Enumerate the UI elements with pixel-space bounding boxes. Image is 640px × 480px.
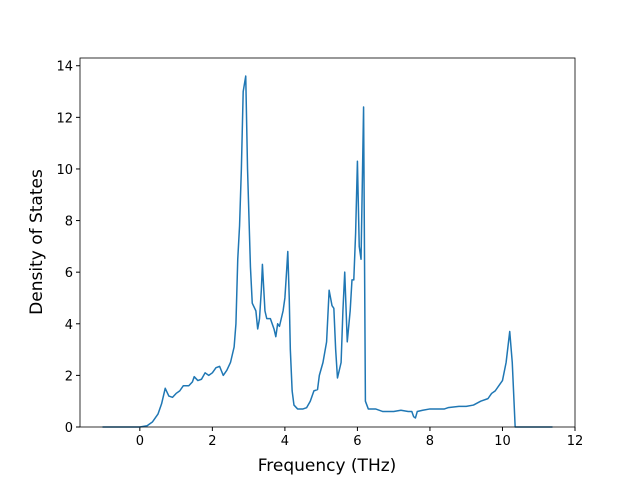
y-tick-label: 14 bbox=[56, 60, 73, 75]
y-tick-label: 8 bbox=[65, 215, 73, 230]
x-tick-label: 4 bbox=[281, 434, 289, 449]
x-tick-label: 6 bbox=[353, 434, 361, 449]
x-tick-label: 10 bbox=[494, 434, 511, 449]
y-tick-label: 6 bbox=[65, 266, 73, 281]
y-axis-label: Density of States bbox=[27, 169, 47, 315]
y-tick-label: 4 bbox=[65, 318, 73, 333]
y-tick-label: 2 bbox=[65, 369, 73, 384]
x-tick-label: 0 bbox=[136, 434, 144, 449]
x-tick-label: 8 bbox=[426, 434, 434, 449]
x-tick-label: 12 bbox=[567, 434, 584, 449]
plot-frame bbox=[79, 57, 576, 428]
x-tick-label: 2 bbox=[208, 434, 216, 449]
x-axis-label: Frequency (THz) bbox=[258, 456, 397, 476]
y-tick-label: 12 bbox=[56, 111, 73, 126]
line bbox=[102, 75, 553, 428]
y-tick-label: 0 bbox=[65, 421, 73, 436]
y-tick-label: 10 bbox=[56, 163, 73, 178]
